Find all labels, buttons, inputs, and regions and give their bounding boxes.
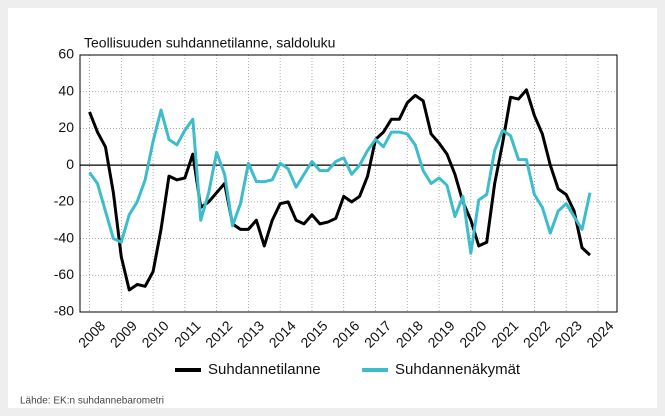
y-tick-label: -20 [54, 193, 74, 209]
y-tick-label: -60 [54, 266, 74, 282]
y-tick-label: 20 [58, 119, 74, 135]
plot-frame [79, 54, 618, 313]
chart-title: Teollisuuden suhdannetilanne, saldoluku [84, 35, 335, 51]
y-tick-label: -80 [54, 303, 74, 319]
series-line [88, 108, 592, 255]
legend-label: Suhdannenäkymät [395, 361, 521, 378]
source: Lähde: EK:n suhdannebarometri [20, 396, 164, 407]
series-line [88, 88, 592, 292]
y-tick-label: 60 [58, 46, 74, 62]
y-tick-label: -40 [54, 229, 74, 245]
y-tick-label: 0 [66, 156, 74, 172]
y-tick-label: 40 [58, 82, 74, 98]
legend-label: Suhdannetilanne [208, 361, 321, 378]
